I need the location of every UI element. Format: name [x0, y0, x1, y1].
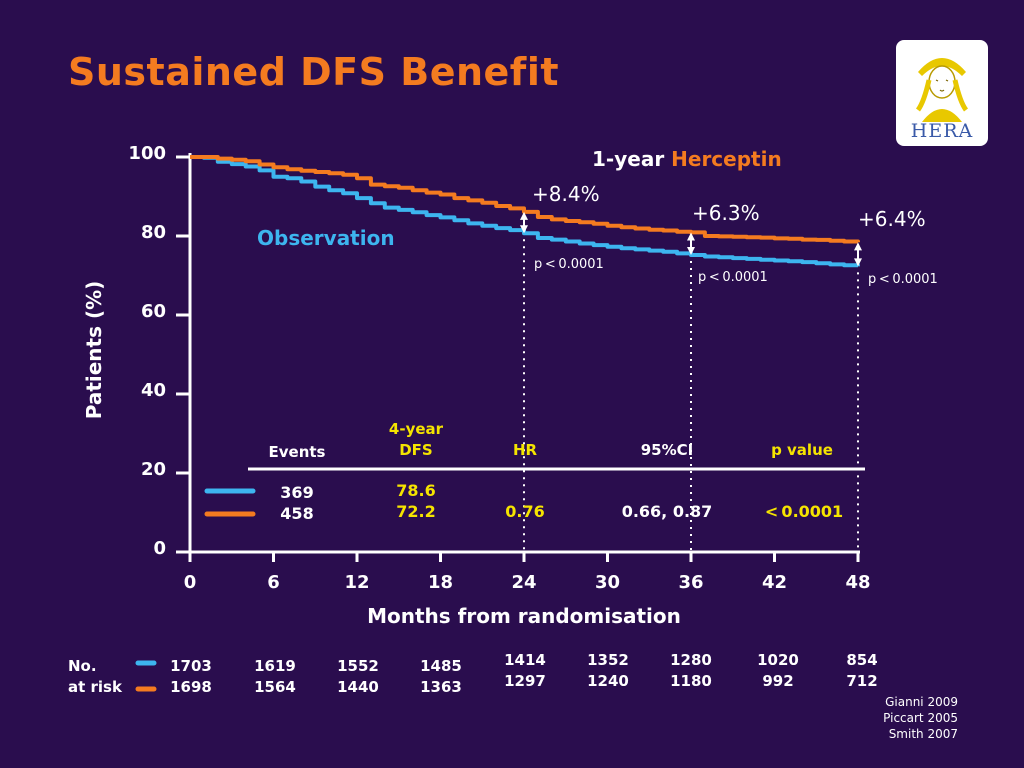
table-dfs-value: 78.6	[396, 481, 435, 500]
at-risk-herceptin-value: 1297	[504, 672, 546, 690]
x-tick-label: 6	[267, 572, 280, 593]
at-risk-herceptin-value: 1564	[254, 678, 296, 696]
at-risk-herceptin-value: 1440	[337, 678, 379, 696]
at-risk-herceptin-value: 1363	[420, 678, 462, 696]
y-tick-label: 20	[141, 459, 166, 480]
arrow-head-down	[687, 246, 695, 255]
legend-observation: Observation	[257, 226, 395, 250]
y-tick-label: 80	[141, 222, 166, 243]
arrow-head-down	[854, 258, 862, 267]
x-tick-label: 18	[428, 572, 453, 593]
at-risk-herceptin-value: 992	[762, 672, 793, 690]
x-tick-label: 24	[511, 572, 536, 593]
arrow-head-up	[687, 232, 695, 241]
arrow-head-up	[854, 242, 862, 251]
at-risk-observation-value: 1552	[337, 657, 379, 675]
at-risk-observation-value: 1280	[670, 651, 712, 669]
x-tick-label: 0	[184, 572, 197, 593]
at-risk-observation-value: 854	[846, 651, 877, 669]
at-risk-herceptin-value: 1240	[587, 672, 629, 690]
x-axis-label: Months from randomisation	[367, 604, 681, 628]
p-value-label: p < 0.0001	[698, 270, 768, 285]
x-tick-label: 30	[595, 572, 620, 593]
slide-title: Sustained DFS Benefit	[68, 50, 560, 94]
table-header-dfs: 4-year	[389, 420, 444, 438]
series-line-herceptin	[190, 155, 860, 244]
table-p-value: < 0.0001	[765, 502, 843, 521]
x-tick-label: 48	[845, 572, 870, 593]
x-tick-label: 42	[762, 572, 787, 593]
at-risk-herceptin-value: 1698	[170, 678, 212, 696]
x-tick-label: 12	[344, 572, 369, 593]
table-header-p: p value	[771, 441, 833, 459]
table-header-dfs: DFS	[399, 441, 433, 459]
x-tick-label: 36	[678, 572, 703, 593]
at-risk-herceptin-value: 1180	[670, 672, 712, 690]
at-risk-observation-value: 1485	[420, 657, 462, 675]
y-tick-label: 100	[128, 143, 166, 164]
reference: Piccart 2005	[883, 711, 958, 725]
at-risk-observation-value: 1352	[587, 651, 629, 669]
legend-herceptin-name: Herceptin	[671, 147, 782, 171]
y-tick-label: 60	[141, 301, 166, 322]
table-events-value: 369	[280, 483, 313, 502]
y-tick-label: 0	[153, 538, 166, 559]
arrow-head-up	[520, 211, 528, 220]
p-value-label: p < 0.0001	[868, 272, 938, 287]
at-risk-label: at risk	[68, 678, 123, 696]
at-risk-herceptin-value: 712	[846, 672, 877, 690]
at-risk-observation-value: 1414	[504, 651, 546, 669]
reference: Smith 2007	[888, 727, 958, 741]
references: Gianni 2009 Piccart 2005 Smith 2007	[883, 694, 958, 742]
hera-figure-icon	[915, 58, 969, 122]
difference-label: +6.3%	[692, 201, 760, 225]
at-risk-label: No.	[68, 657, 97, 675]
arrow-head-down	[520, 225, 528, 234]
table-dfs-value: 72.2	[396, 502, 435, 521]
table-events-value: 458	[280, 504, 313, 523]
at-risk-observation-value: 1703	[170, 657, 212, 675]
y-axis-label: Patients (%)	[82, 281, 106, 420]
legend-herceptin: 1-year Herceptin	[592, 147, 782, 171]
difference-label: +8.4%	[532, 182, 600, 206]
table-hr-value: 0.76	[505, 502, 544, 521]
at-risk-observation-value: 1020	[757, 651, 799, 669]
y-tick-label: 40	[141, 380, 166, 401]
reference: Gianni 2009	[885, 695, 958, 709]
table-ci-value: 0.66, 0.87	[622, 502, 713, 521]
difference-label: +6.4%	[858, 207, 926, 231]
table-header-hr: HR	[513, 441, 538, 459]
at-risk-observation-value: 1619	[254, 657, 296, 675]
legend-prefix: 1-year	[592, 147, 671, 171]
logo-text: HERA	[910, 120, 974, 142]
table-header-events: Events	[269, 443, 326, 461]
p-value-label: p < 0.0001	[534, 257, 604, 272]
hera-logo: HERA	[896, 40, 988, 146]
table-header-ci: 95%CI	[641, 441, 694, 459]
